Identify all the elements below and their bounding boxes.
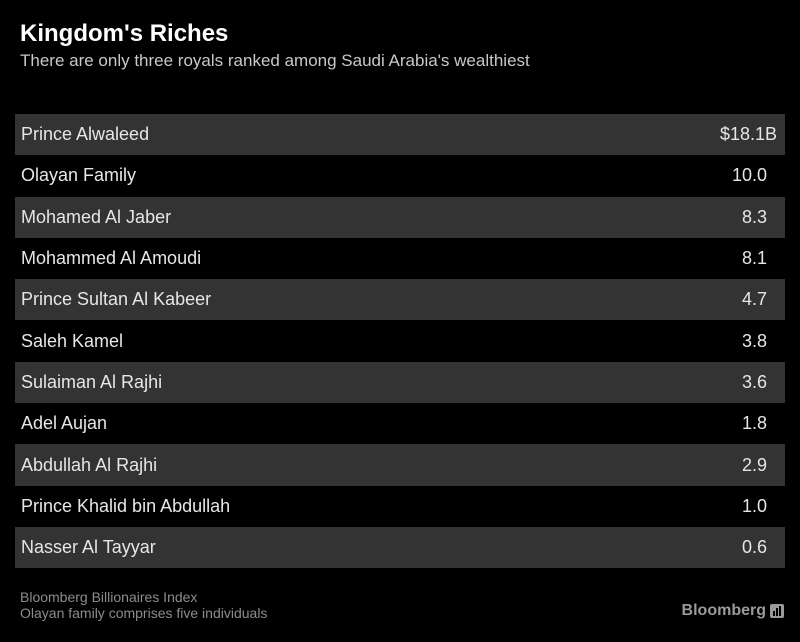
note: Olayan family comprises five individuals [20, 605, 268, 621]
person-name: Prince Alwaleed [21, 124, 150, 145]
person-name: Prince Sultan Al Kabeer [21, 289, 212, 310]
table-row: Adel Aujan 1.8 [15, 403, 785, 444]
table-row: Sulaiman Al Rajhi 3.6 [15, 361, 785, 404]
net-worth: 0.6 [741, 537, 767, 558]
person-name: Nasser Al Tayyar [21, 537, 156, 558]
person-name: Abdullah Al Rajhi [21, 454, 158, 475]
net-worth: 3.6 [741, 371, 767, 392]
table: Prince Alwaleed $18.1B Olayan Family 10.0 Mo… [15, 114, 785, 569]
net-worth: $18.1B [719, 124, 777, 145]
person-name: Prince Khalid bin Abdullah [21, 495, 231, 516]
net-worth: 3.8 [741, 330, 767, 351]
table-row: Saleh Kamel 3.8 [15, 320, 785, 361]
person-name: Sulaiman Al Rajhi [21, 371, 163, 392]
net-worth: 10.0 [731, 165, 767, 186]
person-name: Mohammed Al Amoudi [21, 248, 202, 269]
net-worth: 1.8 [741, 413, 767, 434]
table-row: Abdullah Al Rajhi 2.9 [15, 444, 785, 486]
person-name: Mohamed Al Jaber [21, 206, 172, 227]
table-row: Mohamed Al Jaber 8.3 [15, 196, 785, 238]
subtitle: There are only three royals ranked among… [20, 51, 530, 70]
table-row: Prince Khalid bin Abdullah 1.0 [15, 486, 785, 527]
table-row: Olayan Family 10.0 [15, 155, 785, 196]
source: Bloomberg Billionaires Index [20, 589, 198, 605]
net-worth: 4.7 [741, 289, 767, 310]
person-name: Olayan Family [21, 165, 137, 186]
brand-icon [770, 604, 784, 618]
brand: Bloomberg [681, 602, 766, 619]
net-worth: 8.1 [741, 248, 767, 269]
net-worth: 2.9 [741, 454, 767, 475]
person-name: Adel Aujan [21, 413, 108, 434]
title: Kingdom's Riches [20, 20, 229, 47]
net-worth: 8.3 [741, 206, 767, 227]
table-row: Prince Sultan Al Kabeer 4.7 [15, 279, 785, 321]
table-row: Nasser Al Tayyar 0.6 [15, 526, 785, 569]
table-row: Mohammed Al Amoudi 8.1 [15, 238, 785, 279]
net-worth: 1.0 [741, 495, 767, 516]
person-name: Saleh Kamel [21, 330, 124, 351]
table-row: Prince Alwaleed $18.1B [15, 114, 785, 156]
